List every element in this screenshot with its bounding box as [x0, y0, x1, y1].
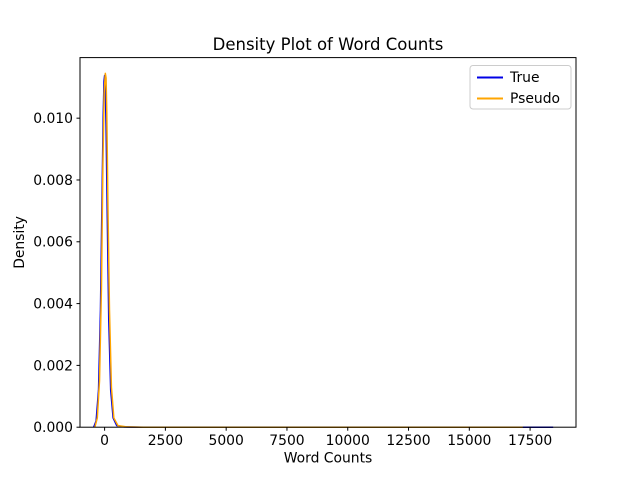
x-tick-label: 2500: [148, 433, 183, 449]
y-tick-label: 0.008: [33, 173, 73, 189]
y-tick-label: 0.002: [33, 358, 73, 374]
series-lines: [92, 72, 554, 428]
series-line-pseudo: [94, 72, 523, 428]
y-axis: 0.000 0.002 0.004 0.006 0.008 0.010: [33, 111, 80, 436]
legend-label-true: True: [509, 70, 540, 86]
x-tick-label: 12500: [386, 433, 430, 449]
x-tick-label: 10000: [326, 433, 370, 449]
x-tick-label: 17500: [508, 433, 552, 449]
y-tick-label: 0.000: [33, 420, 73, 436]
y-tick-label: 0.006: [33, 235, 73, 251]
x-axis-label: Word Counts: [284, 451, 373, 467]
x-tick-label: 5000: [208, 433, 243, 449]
y-tick-label: 0.004: [33, 296, 73, 312]
series-line-true: [92, 74, 554, 428]
legend: True Pseudo: [469, 65, 572, 110]
x-tick-label: 7500: [269, 433, 304, 449]
y-tick-label: 0.010: [33, 111, 73, 127]
chart-title: Density Plot of Word Counts: [213, 35, 444, 54]
x-axis: 0 2500 5000 7500 10000 12500 15000 17500: [100, 427, 552, 449]
x-tick-label: 15000: [447, 433, 491, 449]
plot-border: [79, 57, 577, 428]
x-tick-label: 0: [100, 433, 109, 449]
legend-label-pseudo: Pseudo: [510, 91, 560, 107]
y-axis-label: Density: [12, 216, 28, 269]
